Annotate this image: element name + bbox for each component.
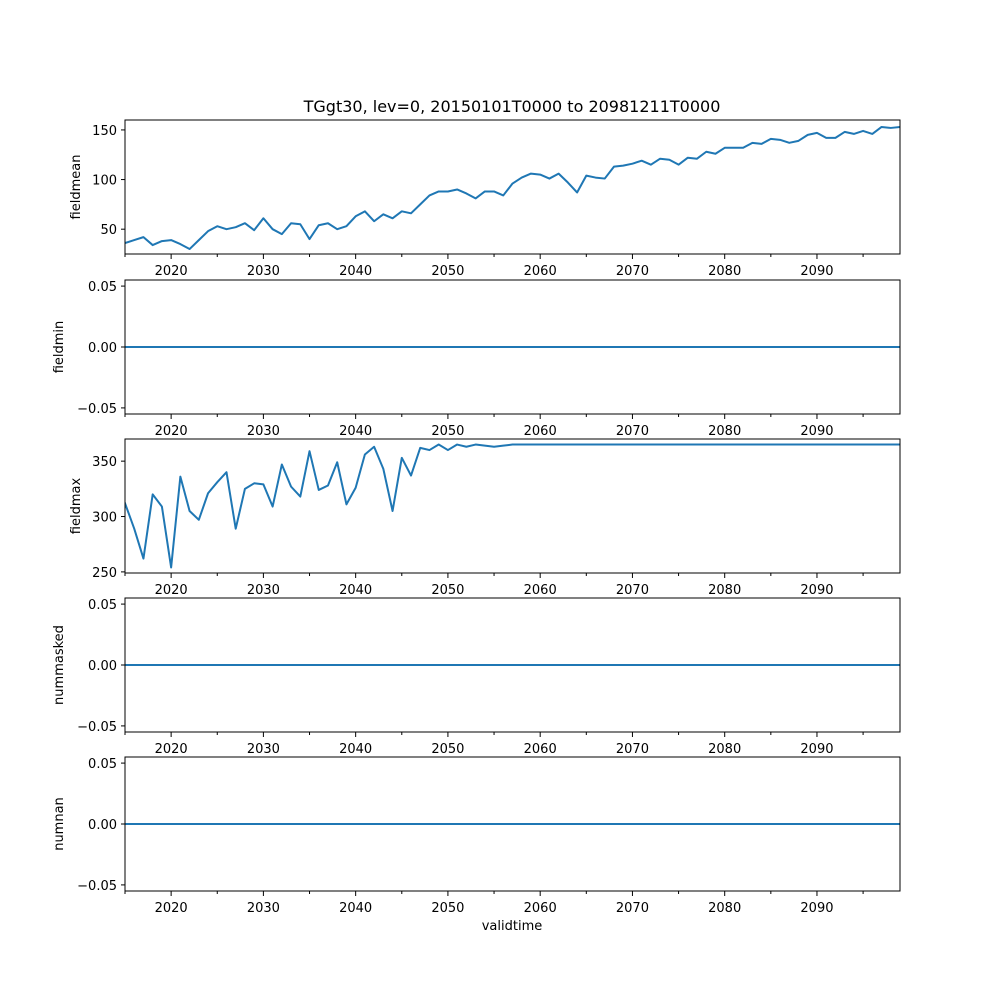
numnan-x-tick-label: 2060 bbox=[524, 901, 557, 916]
fieldmax-x-tick-label: 2070 bbox=[616, 583, 649, 598]
nummasked-y-axis-label: nummasked bbox=[52, 625, 67, 705]
fieldmean-x-tick-label: 2060 bbox=[524, 264, 557, 279]
fieldmin-x-tick-label: 2070 bbox=[616, 424, 649, 439]
nummasked-x-tick-label: 2050 bbox=[431, 742, 464, 757]
fieldmin-y-axis-label: fieldmin bbox=[52, 321, 67, 374]
fieldmax-x-tick-label: 2040 bbox=[339, 583, 372, 598]
fieldmean-x-tick-label: 2080 bbox=[708, 264, 741, 279]
subplot-fieldmean: 50 100 150 fieldmean 2020 2030 2040 2050 2060 207… bbox=[69, 119, 901, 279]
numnan-x-tick-label: 2040 bbox=[339, 901, 372, 916]
fieldmax-y-axis-label: fieldmax bbox=[69, 478, 84, 535]
fieldmax-x-tick-label: 2080 bbox=[708, 583, 741, 598]
numnan-y-tick-label: −0.05 bbox=[77, 879, 117, 894]
fieldmean-x-tick-label: 2020 bbox=[155, 264, 188, 279]
fieldmin-y-tick-label: −0.05 bbox=[77, 402, 117, 417]
fieldmean-axes-frame bbox=[124, 119, 901, 255]
x-axis-label: validtime bbox=[482, 919, 543, 934]
fieldmin-x-tick-label: 2090 bbox=[800, 424, 833, 439]
fieldmean-series-line bbox=[125, 125, 900, 251]
nummasked-x-tick-label: 2020 bbox=[155, 742, 188, 757]
nummasked-x-tick-label: 2080 bbox=[708, 742, 741, 757]
nummasked-x-tick-label: 2030 bbox=[247, 742, 280, 757]
nummasked-y-tick-label: 0.00 bbox=[88, 659, 117, 674]
fieldmean-y-tick-label: 100 bbox=[92, 174, 117, 189]
numnan-x-tick-label: 2020 bbox=[155, 901, 188, 916]
fieldmax-x-tick-label: 2060 bbox=[524, 583, 557, 598]
numnan-y-axis-label: numnan bbox=[52, 797, 67, 851]
subplot-nummasked: −0.05 0.00 0.05 nummasked 2020 2030 2040 2050 20… bbox=[52, 597, 901, 757]
numnan-y-tick-label: 0.05 bbox=[88, 757, 117, 772]
numnan-x-tick-label: 2050 bbox=[431, 901, 464, 916]
nummasked-y-tick-label: −0.05 bbox=[77, 720, 117, 735]
subplot-fieldmax: 250 300 350 fieldmax 2020 2030 2040 2050 2060 207… bbox=[69, 438, 901, 598]
fieldmax-x-tick-label: 2090 bbox=[800, 583, 833, 598]
numnan-y-tick-label: 0.00 bbox=[88, 818, 117, 833]
fieldmean-x-tick-label: 2040 bbox=[339, 264, 372, 279]
fieldmin-y-tick-label: 0.05 bbox=[88, 280, 117, 295]
fieldmin-x-tick-label: 2050 bbox=[431, 424, 464, 439]
fieldmax-x-tick-label: 2020 bbox=[155, 583, 188, 598]
nummasked-x-tick-label: 2040 bbox=[339, 742, 372, 757]
fieldmin-y-tick-label: 0.00 bbox=[88, 341, 117, 356]
fieldmax-y-tick-label: 350 bbox=[92, 455, 117, 470]
subplot-numnan: −0.05 0.00 0.05 numnan 2020 2030 2040 2050 2060 2… bbox=[52, 756, 901, 916]
fieldmean-x-tick-label: 2050 bbox=[431, 264, 464, 279]
fieldmin-x-tick-label: 2020 bbox=[155, 424, 188, 439]
nummasked-x-tick-label: 2070 bbox=[616, 742, 649, 757]
fieldmax-x-tick-label: 2050 bbox=[431, 583, 464, 598]
fieldmax-series-line bbox=[125, 443, 900, 569]
fieldmean-x-tick-label: 2030 bbox=[247, 264, 280, 279]
nummasked-x-tick-label: 2090 bbox=[800, 742, 833, 757]
numnan-x-tick-label: 2080 bbox=[708, 901, 741, 916]
subplots-container: 50 100 150 fieldmean 2020 2030 2040 2050 2060 207… bbox=[52, 119, 901, 916]
fieldmax-axes-frame bbox=[124, 438, 901, 574]
fieldmean-x-tick-label: 2090 bbox=[800, 264, 833, 279]
fieldmax-x-tick-label: 2030 bbox=[247, 583, 280, 598]
nummasked-y-tick-label: 0.05 bbox=[88, 598, 117, 613]
fieldmean-y-tick-label: 150 bbox=[92, 124, 117, 139]
fieldmin-x-tick-label: 2040 bbox=[339, 424, 372, 439]
fieldmean-y-axis-label: fieldmean bbox=[69, 155, 84, 220]
numnan-x-tick-label: 2070 bbox=[616, 901, 649, 916]
subplot-fieldmin: −0.05 0.00 0.05 fieldmin 2020 2030 2040 2050 206… bbox=[52, 279, 901, 439]
fieldmean-y-tick-label: 50 bbox=[100, 223, 117, 238]
fieldmin-x-tick-label: 2030 bbox=[247, 424, 280, 439]
fieldmax-y-tick-label: 300 bbox=[92, 511, 117, 526]
fieldmax-y-tick-label: 250 bbox=[92, 566, 117, 581]
fieldmin-x-tick-label: 2080 bbox=[708, 424, 741, 439]
nummasked-x-tick-label: 2060 bbox=[524, 742, 557, 757]
numnan-x-tick-label: 2090 bbox=[800, 901, 833, 916]
fieldmean-x-tick-label: 2070 bbox=[616, 264, 649, 279]
numnan-x-tick-label: 2030 bbox=[247, 901, 280, 916]
fieldmin-x-tick-label: 2060 bbox=[524, 424, 557, 439]
chart-title: TGgt30, lev=0, 20150101T0000 to 20981211… bbox=[303, 97, 721, 116]
